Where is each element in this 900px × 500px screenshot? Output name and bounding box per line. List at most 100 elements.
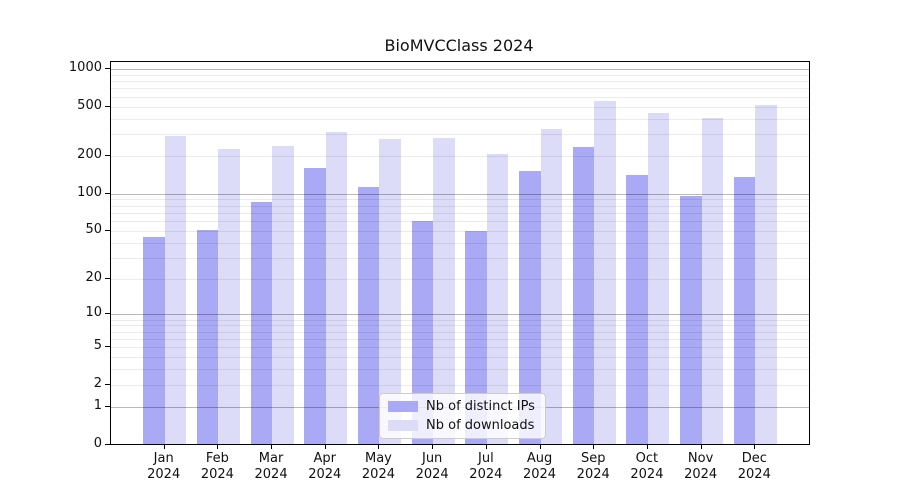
x-tick-month: Jul [478,451,494,466]
legend-item-downloads: Nb of downloads [388,418,537,433]
x-tick-label-aug: Aug 2024 [508,451,572,483]
x-tick-month: Jun [421,451,443,466]
y-tick-mark [105,105,110,107]
legend-label-downloads: Nb of downloads [426,418,535,433]
x-tick-month: Oct [635,451,659,466]
bar-mar-ips [250,201,273,444]
bar-oct-downloads [647,112,670,444]
y-tick-mark [105,278,110,280]
y-tick-label: 1000 [68,60,102,76]
y-tick-mark [105,346,110,348]
bar-apr-downloads [325,131,348,444]
x-tick-mark [646,444,648,449]
x-tick-mark [754,444,756,449]
bar-mar-downloads [272,146,294,444]
legend: Nb of distinct IPs Nb of downloads [379,393,546,439]
x-tick-year: 2024 [254,467,288,482]
y-tick-label: 10 [85,305,102,321]
y-tick-label: 500 [77,97,102,113]
x-tick-year: 2024 [630,467,664,482]
y-tick-label: 2 [93,375,102,391]
x-tick-label-jun: Jun 2024 [400,451,464,483]
y-tick-mark [105,68,110,70]
bar-aug-downloads [540,129,563,444]
x-tick-year: 2024 [200,467,234,482]
bar-dec-downloads [755,105,777,444]
x-tick-year: 2024 [576,467,610,482]
x-tick-year: 2024 [415,467,449,482]
x-tick-month: May [365,451,392,466]
bar-may-downloads [379,139,401,444]
bar-jun-ips [411,221,434,444]
bar-oct-ips [626,175,648,444]
x-tick-year: 2024 [147,467,181,482]
bar-nov-downloads [701,118,724,444]
x-tick-mark [217,444,219,449]
y-tick-mark [105,443,110,445]
bar-sep-downloads [594,101,616,444]
x-tick-label-mar: Mar 2024 [239,451,303,483]
x-tick-label-may: May 2024 [346,451,410,483]
chart-title: BioMVCClass 2024 [384,36,534,55]
x-tick-year: 2024 [737,467,771,482]
y-tick-mark [105,406,110,407]
plot-area: Nb of distinct IPs Nb of downloads [110,61,810,445]
y-tick-label: 1 [93,398,102,413]
x-tick-label-jul: Jul 2024 [454,451,518,483]
x-tick-label-apr: Apr 2024 [293,451,357,483]
bar-jun-downloads [433,137,455,444]
x-tick-label-nov: Nov 2024 [669,451,733,483]
legend-item-distinct-ips: Nb of distinct IPs [388,399,537,414]
y-tick-mark [105,229,110,231]
x-tick-mark [432,444,434,449]
x-tick-mark [163,444,165,449]
x-tick-mark [593,444,595,449]
x-tick-year: 2024 [361,467,395,482]
x-tick-month: Apr [313,451,337,466]
x-tick-month: Feb [205,451,229,466]
x-tick-year: 2024 [684,467,718,482]
y-tick-mark [105,192,110,194]
bar-jan-ips [143,236,165,444]
x-tick-label-jan: Jan 2024 [132,451,196,483]
bar-feb-downloads [218,149,240,444]
bar-jul-downloads [486,153,509,444]
bar-aug-ips [519,171,541,444]
y-tick-mark [105,155,110,157]
y-tick-mark [105,383,110,385]
y-tick-label: 50 [85,221,102,237]
bar-apr-ips [304,167,326,444]
bar-may-ips [357,186,380,444]
x-tick-year: 2024 [522,467,557,482]
x-tick-label-sep: Sep 2024 [561,451,625,483]
x-tick-month: Dec [741,451,767,466]
y-tick-mark [105,313,110,315]
x-tick-year: 2024 [469,467,503,482]
x-tick-mark [378,444,380,449]
x-tick-year: 2024 [308,467,342,482]
x-tick-month: Jan [153,451,174,466]
x-tick-mark [324,444,326,449]
x-tick-mark [539,444,541,449]
x-tick-mark [485,444,487,449]
x-tick-mark [700,444,702,449]
x-tick-month: Nov [687,451,714,466]
x-tick-month: Sep [580,451,606,466]
legend-label-distinct-ips: Nb of distinct IPs [426,399,535,414]
y-tick-label: 100 [77,184,102,200]
y-tick-label: 20 [85,270,102,286]
x-tick-label-oct: Oct 2024 [615,451,679,483]
bar-jul-ips [465,230,487,444]
legend-swatch-distinct-ips [388,401,418,412]
bar-dec-ips [733,177,756,444]
x-tick-month: Mar [258,451,284,466]
bar-jan-downloads [164,135,187,444]
x-tick-label-dec: Dec 2024 [722,451,786,483]
x-tick-label-feb: Feb 2024 [185,451,249,483]
x-tick-mark [271,444,273,449]
y-tick-label: 0 [93,435,102,451]
legend-swatch-downloads [388,420,418,431]
bar-feb-ips [196,229,219,444]
y-tick-label: 200 [77,147,102,163]
